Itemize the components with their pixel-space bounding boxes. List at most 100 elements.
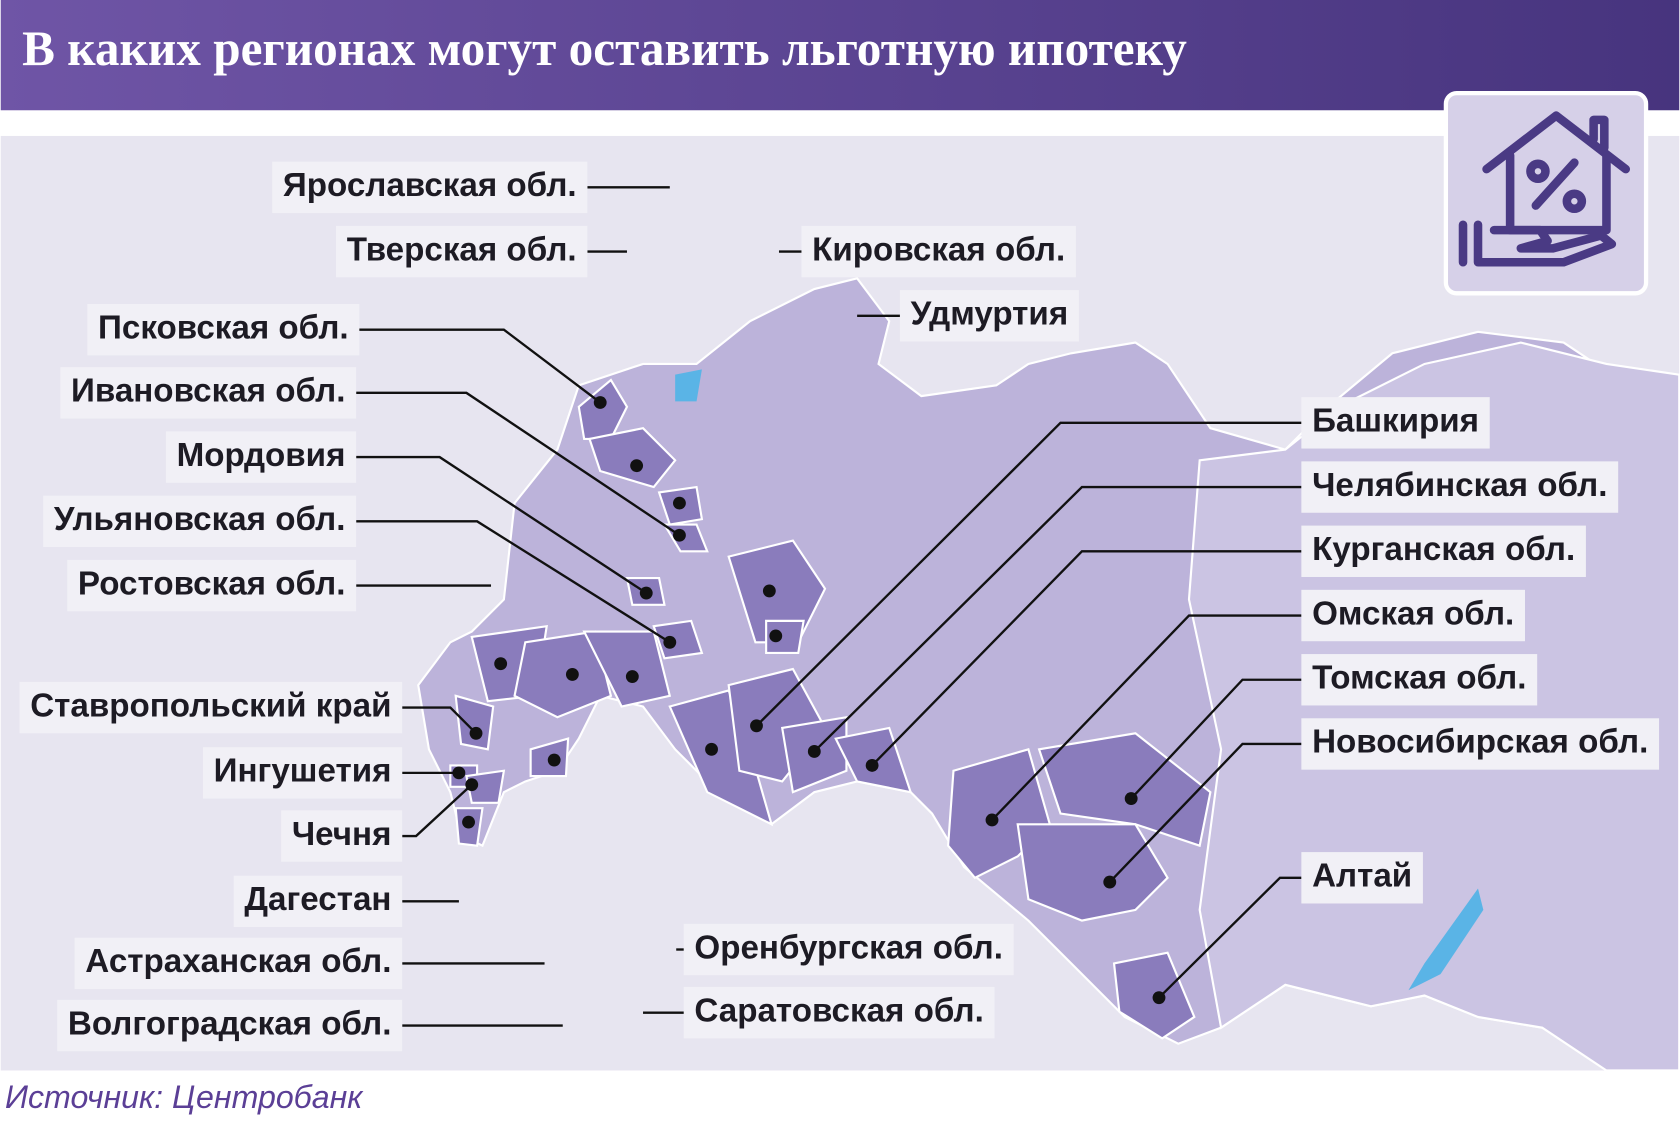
region-dot	[750, 719, 763, 733]
region-callout: Кировская обл.	[762, 225, 1076, 598]
region-label: Саратовская обл.	[694, 992, 983, 1029]
label-background	[801, 225, 1076, 278]
label-background	[43, 495, 357, 548]
region-dot	[807, 745, 821, 758]
label-background	[272, 161, 588, 214]
region-callout: Алтай	[1152, 852, 1423, 1005]
region-dot	[673, 496, 686, 510]
region-label: Ульяновская обл.	[54, 501, 346, 538]
leader-line	[1108, 742, 1302, 883]
region-dot	[762, 584, 776, 598]
region-callout: Мордовия	[165, 431, 653, 600]
leader-line	[356, 391, 681, 537]
region-callout: Томская обл.	[1124, 654, 1538, 805]
region-dot	[465, 778, 479, 792]
region-dot	[630, 459, 644, 473]
region-dot	[469, 726, 483, 740]
region-label: Астраханская обл.	[85, 943, 391, 980]
leader-line	[1158, 876, 1302, 999]
region-callout: Чечня	[281, 778, 479, 862]
region-label: Ставропольский край	[30, 687, 391, 724]
region-callout: Удмуртия	[769, 290, 1079, 643]
leader-line	[356, 520, 671, 644]
region-label: Курганская обл.	[1312, 531, 1575, 568]
region-callout: Волгоградская обл.	[57, 667, 579, 1052]
region-dot	[547, 753, 561, 767]
label-background	[233, 875, 403, 928]
region-callout: Дагестан	[233, 815, 475, 928]
source: Источник: Центробанк	[5, 1079, 364, 1115]
region-label: Новосибирская обл.	[1312, 724, 1648, 761]
region-label: Мордовия	[177, 437, 346, 474]
label-background	[1301, 852, 1423, 904]
label-background	[165, 431, 357, 483]
mortgage-icon	[1443, 90, 1649, 296]
region-callout: Астраханская обл.	[74, 753, 561, 990]
region-dot	[593, 396, 607, 409]
leader-line	[991, 614, 1302, 821]
region-label: Псковская обл.	[98, 309, 349, 346]
region-label: Чечня	[292, 816, 392, 853]
leader-line	[1130, 678, 1302, 800]
region-label: Тверская обл.	[347, 231, 577, 268]
label-background	[74, 937, 403, 990]
region-dot	[663, 635, 677, 649]
title: В каких регионах могут оставить льготную…	[22, 21, 1187, 76]
label-background	[336, 225, 588, 278]
header-bar	[0, 0, 1680, 111]
region-dot	[452, 766, 466, 780]
label-background	[1301, 397, 1490, 449]
region-label: Томская обл.	[1312, 660, 1526, 697]
region-callout: Челябинская обл.	[807, 461, 1619, 758]
region-callout: Курганская обл.	[865, 525, 1586, 772]
region-dot	[865, 758, 879, 772]
leader-line	[402, 706, 477, 735]
region-callout: Оренбургская обл.	[676, 742, 1014, 976]
label-background	[19, 681, 403, 734]
leader-line	[813, 485, 1302, 753]
label-background	[899, 290, 1079, 342]
region-callout: Новосибирская обл.	[1103, 718, 1660, 889]
region-dot	[494, 657, 508, 671]
lake	[675, 369, 702, 402]
label-background	[202, 747, 403, 799]
region-label: Дагестан	[244, 881, 391, 918]
region-label: Ивановская обл.	[71, 373, 345, 410]
region-callout: Тверская обл.	[336, 225, 644, 473]
leader-line	[357, 328, 601, 404]
label-background	[683, 923, 1014, 976]
region-callout: Ярославская обл.	[272, 161, 686, 510]
region-callout: Ульяновская обл.	[43, 495, 677, 649]
region-label: Челябинская обл.	[1312, 467, 1607, 504]
region-callout: Псковская обл.	[87, 304, 607, 409]
region-callout: Омская обл.	[985, 589, 1525, 827]
region-dot	[625, 670, 639, 683]
label-background	[67, 559, 357, 612]
region-dot	[705, 742, 718, 756]
region-label: Алтай	[1312, 858, 1412, 895]
region-labels: Ярославская обл. Тверская обл. Псковская о…	[19, 161, 1660, 1052]
region-callout: Башкирия	[750, 397, 1490, 733]
region-callout: Ростовская обл.	[67, 559, 508, 671]
leader-line	[755, 421, 1302, 727]
label-background	[1301, 654, 1538, 706]
label-background	[87, 304, 360, 356]
label-background	[683, 986, 995, 1039]
leader-line	[356, 455, 647, 595]
label-background	[281, 810, 403, 862]
region-label: Удмуртия	[911, 296, 1069, 333]
label-background	[1301, 589, 1525, 642]
region-label: Ингушетия	[214, 753, 392, 790]
region-dot	[673, 528, 686, 542]
region-dot	[639, 586, 653, 600]
region-dot	[769, 629, 783, 643]
region-label: Омская обл.	[1312, 595, 1514, 632]
region-dot	[985, 813, 999, 827]
label-background	[60, 367, 357, 419]
region-label: Оренбургская обл.	[694, 929, 1003, 966]
region-label: Башкирия	[1312, 403, 1479, 440]
label-background	[1301, 525, 1586, 577]
region-label: Волгоградская обл.	[68, 1005, 392, 1042]
region-callout: Ивановская обл.	[60, 367, 686, 542]
